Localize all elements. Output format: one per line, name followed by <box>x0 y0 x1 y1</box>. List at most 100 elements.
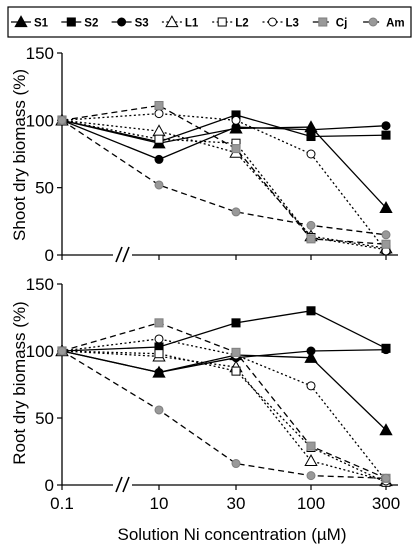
root-y-tick-label: 50 <box>35 409 54 428</box>
legend-item-l3: L3 <box>262 17 299 30</box>
root-series-l1-line <box>61 350 387 482</box>
shoot-series-am-point <box>381 230 391 240</box>
legend-marker <box>318 17 328 27</box>
shoot-series-s3-point <box>381 121 391 131</box>
root-series-cj-point <box>306 441 316 451</box>
root-series-l3-point <box>306 381 316 391</box>
root-series-cj-point <box>231 347 241 357</box>
legend: S1 S2 S3 L1 L2 L3 Cj Am <box>7 6 412 38</box>
shoot-y-tick-label: 100 <box>26 111 54 130</box>
legend-label: L1 <box>185 18 199 30</box>
x-tick-label: 10 <box>150 494 169 513</box>
legend-marker <box>66 17 76 27</box>
root-axis-break-stroke-2 <box>122 476 130 493</box>
shoot-series-cj-line <box>61 104 387 245</box>
legend-marker <box>165 15 179 28</box>
legend-marker <box>117 17 127 27</box>
root-series-s3-point <box>381 345 391 355</box>
legend-marker <box>14 15 28 28</box>
root-axis-break-stroke-1 <box>115 476 123 493</box>
shoot-series-am-point <box>306 220 316 230</box>
shoot-series-am-point <box>154 180 164 190</box>
root-series-s2-point <box>306 306 316 316</box>
legend-item-s3: S3 <box>111 17 149 30</box>
root-y-axis-label: Root dry biomass (%) <box>10 301 29 464</box>
shoot-series-l3-point <box>154 109 164 119</box>
root-series-cj-point <box>154 318 164 328</box>
shoot-series-am-point <box>231 207 241 217</box>
shoot-series-cj-point <box>306 234 316 244</box>
shoot-y-axis-label: Shoot dry biomass (%) <box>10 69 29 241</box>
root-y-tick-label: 0 <box>45 476 54 495</box>
root-series-s3-point <box>306 346 316 356</box>
root-panel: Root dry biomass (%) 0 50 100 150 0.1 10 30 100… <box>10 275 400 513</box>
root-series-l2-line <box>61 350 387 483</box>
legend-label: S2 <box>84 18 98 30</box>
x-axis-label: Solution Ni concentration (µM) <box>117 525 346 544</box>
shoot-series-l3-line <box>61 112 387 252</box>
shoot-series-s1-point <box>379 201 393 214</box>
legend-label: Cj <box>336 18 348 30</box>
shoot-series-cj-point <box>381 239 391 249</box>
root-series-l1-point <box>304 454 318 467</box>
shoot-y-tick-label: 50 <box>35 179 54 198</box>
legend-marker <box>268 17 277 27</box>
root-series-s1-line <box>61 350 387 431</box>
root-y-tick-label: 150 <box>26 275 54 294</box>
shoot-series-l2-point <box>154 134 164 144</box>
shoot-panel: Shoot dry biomass (%) 0 50 100 150 <box>10 44 398 265</box>
legend-item-l1: L1 <box>161 15 199 30</box>
legend-item-s1: S1 <box>11 15 49 30</box>
shoot-axis-break <box>115 246 130 263</box>
root-series-am-line <box>61 350 387 479</box>
root-series-s1-point <box>304 350 318 363</box>
legend-marker <box>217 17 227 27</box>
legend-item-s2: S2 <box>61 17 98 30</box>
root-axis-break <box>115 476 130 493</box>
shoot-series-l1-point <box>152 124 166 137</box>
shoot-series-s3-point <box>154 154 164 164</box>
legend-label: S1 <box>34 18 49 30</box>
shoot-series-cj-point <box>231 144 241 154</box>
x-tick-label: 300 <box>372 494 400 513</box>
shoot-series-am-line <box>61 119 387 236</box>
root-y-tick-label: 100 <box>26 342 54 361</box>
shoot-series-s2-point <box>381 130 391 140</box>
root-series-am-point <box>154 405 164 415</box>
root-series-l3-point <box>154 334 164 344</box>
legend-label: S3 <box>135 18 149 30</box>
root-series-s2-point <box>231 318 241 328</box>
legend-marker <box>368 17 378 27</box>
shoot-y-tick-label: 0 <box>45 246 54 265</box>
legend-label: L2 <box>235 18 248 30</box>
legend-item-am: Am <box>363 17 405 30</box>
shoot-y-tick-label: 150 <box>26 44 54 63</box>
legend-item-cj: Cj <box>312 17 348 30</box>
shoot-series-l3-point <box>231 115 241 125</box>
x-tick-label: 100 <box>297 494 325 513</box>
shoot-series-s3-point <box>306 125 316 135</box>
shoot-series-s1-line <box>61 119 387 209</box>
shoot-series-am-point <box>57 115 67 125</box>
root-series-s1-point <box>379 423 393 436</box>
root-series-l2-point <box>154 349 164 359</box>
shoot-series-cj-point <box>154 100 164 111</box>
legend-label: L3 <box>286 18 299 30</box>
root-series-am-point <box>231 459 241 469</box>
root-series-am-point <box>381 473 391 483</box>
root-series-s3-point <box>154 367 164 377</box>
x-tick-label: 30 <box>227 494 246 513</box>
root-series-s2-line <box>61 310 387 352</box>
x-tick-label: 0.1 <box>50 494 74 513</box>
shoot-series-l1-line <box>61 119 387 249</box>
shoot-series-s3-line <box>61 119 387 161</box>
legend-item-l2: L2 <box>212 17 249 30</box>
shoot-axis-break-stroke-1 <box>115 246 123 263</box>
shoot-series-l3-point <box>306 149 316 159</box>
root-series-l2-point <box>231 366 241 376</box>
legend-label: Am <box>386 18 405 30</box>
shoot-axis-break-stroke-2 <box>122 246 130 263</box>
root-series-am-point <box>57 346 67 356</box>
root-series-am-point <box>306 471 316 481</box>
